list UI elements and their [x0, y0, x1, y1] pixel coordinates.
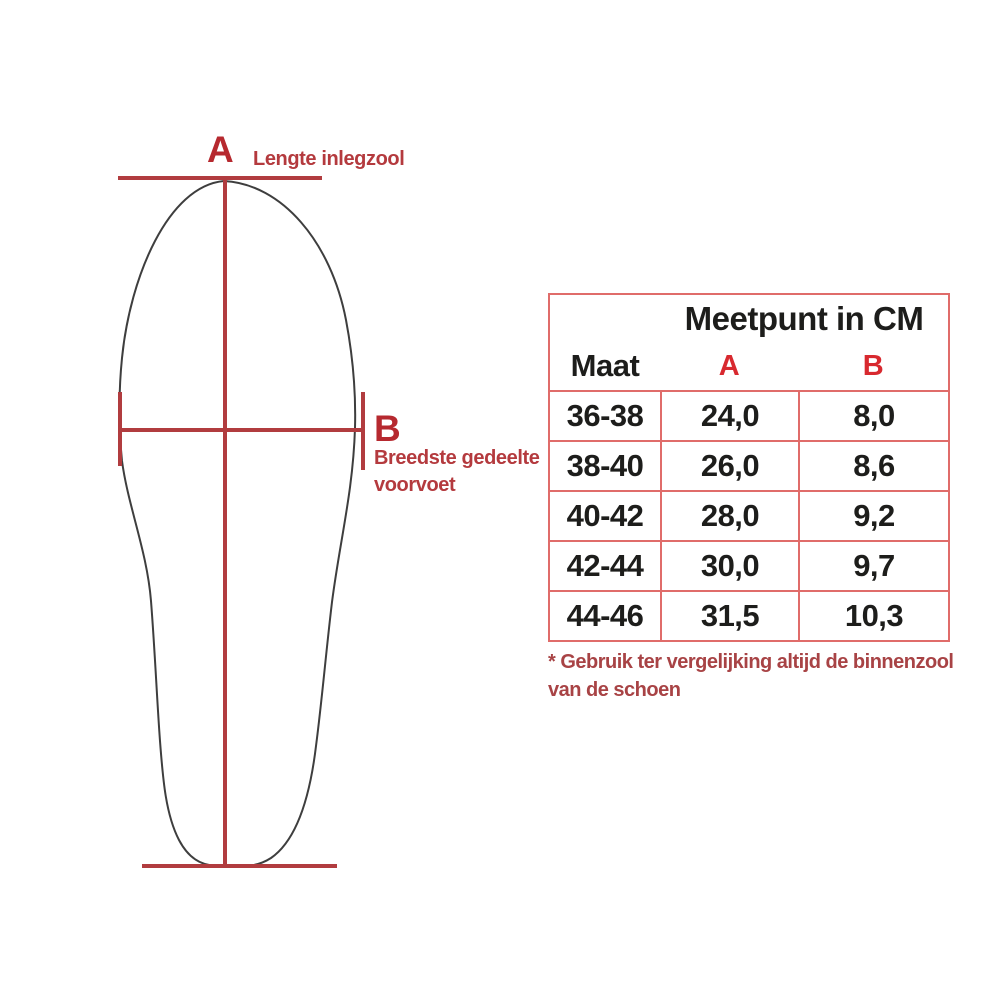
measure-b-letter: B: [374, 408, 401, 449]
cell-a: 26,0: [660, 442, 798, 490]
measure-a-letter: A: [207, 129, 234, 170]
table-row: 40-42 28,0 9,2: [550, 490, 948, 540]
table-row: 44-46 31,5 10,3: [550, 590, 948, 640]
cell-b: 9,2: [798, 492, 948, 540]
column-header-b: B: [862, 349, 884, 382]
measure-b-caption-line2: voorvoet: [374, 474, 456, 496]
cell-maat: 44-46: [566, 598, 644, 633]
table-row: 38-40 26,0 8,6: [550, 440, 948, 490]
cell-a: 30,0: [660, 542, 798, 590]
column-header-maat: Maat: [570, 348, 640, 383]
footnote: * Gebruik ter vergelijking altijd de bin…: [548, 648, 954, 704]
cell-maat: 36-38: [566, 398, 644, 433]
cell-b: 8,6: [798, 442, 948, 490]
size-table-header-row: Maat A B: [550, 342, 948, 390]
measure-b-caption-line1: Breedste gedeelte: [374, 447, 540, 469]
insole-outline: [118, 179, 357, 868]
size-table-corner-spacer: [550, 295, 660, 342]
table-row: 42-44 30,0 9,7: [550, 540, 948, 590]
footnote-line1: * Gebruik ter vergelijking altijd de bin…: [548, 651, 954, 673]
cell-maat: 42-44: [566, 548, 644, 583]
cell-a: 28,0: [660, 492, 798, 540]
cell-a: 31,5: [660, 592, 798, 640]
footnote-line2: van de schoen: [548, 679, 681, 701]
cell-maat: 40-42: [566, 498, 644, 533]
size-table-title: Meetpunt in CM: [684, 299, 924, 337]
size-table-title-row: Meetpunt in CM: [550, 295, 948, 342]
table-row: 36-38 24,0 8,0: [550, 390, 948, 440]
column-header-a: A: [718, 349, 740, 382]
measure-a-caption: Lengte inlegzool: [253, 148, 405, 170]
cell-maat: 38-40: [566, 448, 644, 483]
cell-a: 24,0: [660, 392, 798, 440]
cell-b: 9,7: [798, 542, 948, 590]
size-table: Meetpunt in CM Maat A B 36-38 24,0 8,0 3…: [548, 293, 950, 642]
cell-b: 8,0: [798, 392, 948, 440]
cell-b: 10,3: [798, 592, 948, 640]
